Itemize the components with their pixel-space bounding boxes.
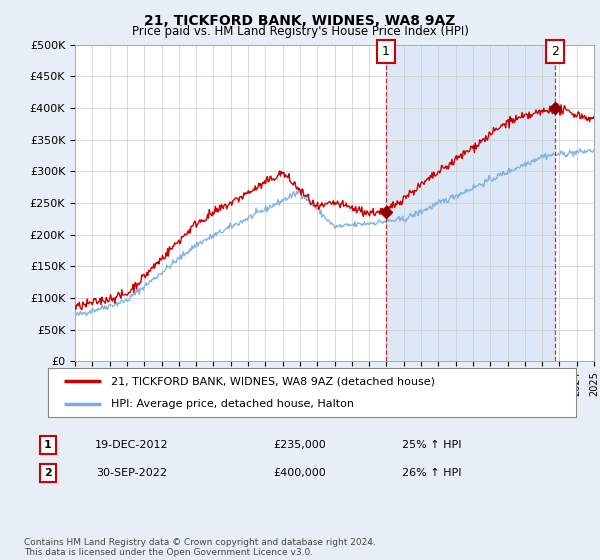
Text: 21, TICKFORD BANK, WIDNES, WA8 9AZ (detached house): 21, TICKFORD BANK, WIDNES, WA8 9AZ (deta… — [112, 376, 436, 386]
Text: £235,000: £235,000 — [274, 440, 326, 450]
Text: 26% ↑ HPI: 26% ↑ HPI — [402, 468, 462, 478]
Text: 1: 1 — [382, 45, 390, 58]
Text: 2: 2 — [551, 45, 559, 58]
Text: HPI: Average price, detached house, Halton: HPI: Average price, detached house, Halt… — [112, 399, 355, 409]
Text: 30-SEP-2022: 30-SEP-2022 — [97, 468, 167, 478]
Bar — [386, 45, 555, 361]
Text: 19-DEC-2012: 19-DEC-2012 — [95, 440, 169, 450]
Text: 2: 2 — [44, 468, 52, 478]
Text: Price paid vs. HM Land Registry's House Price Index (HPI): Price paid vs. HM Land Registry's House … — [131, 25, 469, 38]
Text: 1: 1 — [44, 440, 52, 450]
Text: Contains HM Land Registry data © Crown copyright and database right 2024.
This d: Contains HM Land Registry data © Crown c… — [24, 538, 376, 557]
Text: 25% ↑ HPI: 25% ↑ HPI — [402, 440, 462, 450]
Text: £400,000: £400,000 — [274, 468, 326, 478]
Text: 21, TICKFORD BANK, WIDNES, WA8 9AZ: 21, TICKFORD BANK, WIDNES, WA8 9AZ — [145, 14, 455, 28]
